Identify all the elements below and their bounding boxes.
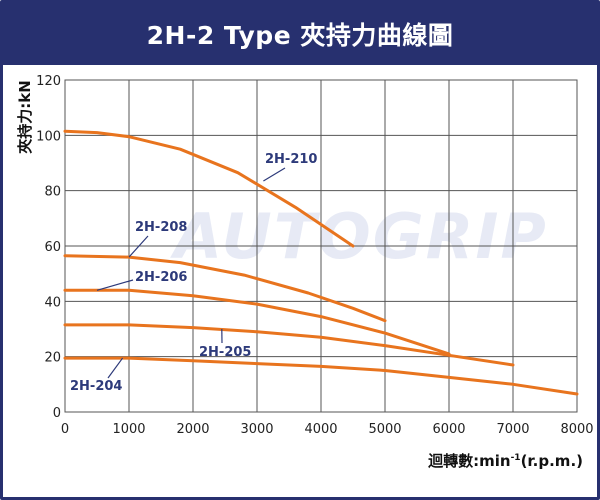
series-label-2h-210: 2H-210	[265, 152, 317, 167]
x-tick-label-8: 8000	[560, 422, 593, 437]
series-label-2h-205: 2H-205	[199, 345, 251, 360]
series-line-2h-210	[63, 129, 355, 248]
x-axis-title: 迴轉數:min-1(r.p.m.)	[427, 452, 583, 470]
x-axis-title-sup: -1	[511, 453, 521, 463]
leader-line-2h-210	[263, 167, 286, 182]
x-tick-label-1: 1000	[112, 422, 145, 437]
y-tick-label-4: 80	[44, 185, 61, 200]
leader-line-2h-208	[128, 235, 149, 258]
series-line-2h-205	[63, 323, 515, 367]
series-label-2h-204: 2H-204	[70, 379, 122, 394]
series-label-2h-206: 2H-206	[135, 270, 187, 285]
y-tick-label-5: 100	[36, 129, 61, 144]
watermark-logo: AUTOGRIP	[169, 200, 548, 273]
series-line-2h-204	[63, 356, 579, 396]
series-line-2h-208	[63, 254, 387, 323]
y-axis-title: 夾持力:kN	[16, 80, 34, 154]
series-label-2h-208: 2H-208	[135, 220, 187, 235]
x-axis-title-main: 迴轉數:min	[427, 452, 510, 470]
y-tick-label-2: 40	[44, 295, 61, 310]
x-tick-label-7: 7000	[496, 422, 529, 437]
x-tick-label-2: 2000	[176, 422, 209, 437]
y-tick-label-0: 0	[53, 406, 61, 421]
x-axis-title-unit: (r.p.m.)	[521, 452, 583, 470]
x-tick-label-4: 4000	[304, 422, 337, 437]
x-tick-label-5: 5000	[368, 422, 401, 437]
chart-title: 2H-2 Type 夾持力曲線圖	[3, 3, 597, 65]
leader-line-2h-204	[107, 357, 124, 379]
y-tick-label-1: 20	[44, 351, 61, 366]
x-tick-label-6: 6000	[432, 422, 465, 437]
series-line-2h-206	[63, 288, 451, 356]
y-tick-label-6: 120	[36, 74, 61, 89]
x-tick-label-3: 3000	[240, 422, 273, 437]
x-tick-label-0: 0	[61, 422, 69, 437]
leader-line-2h-206	[96, 279, 134, 291]
y-tick-label-3: 60	[44, 240, 61, 255]
